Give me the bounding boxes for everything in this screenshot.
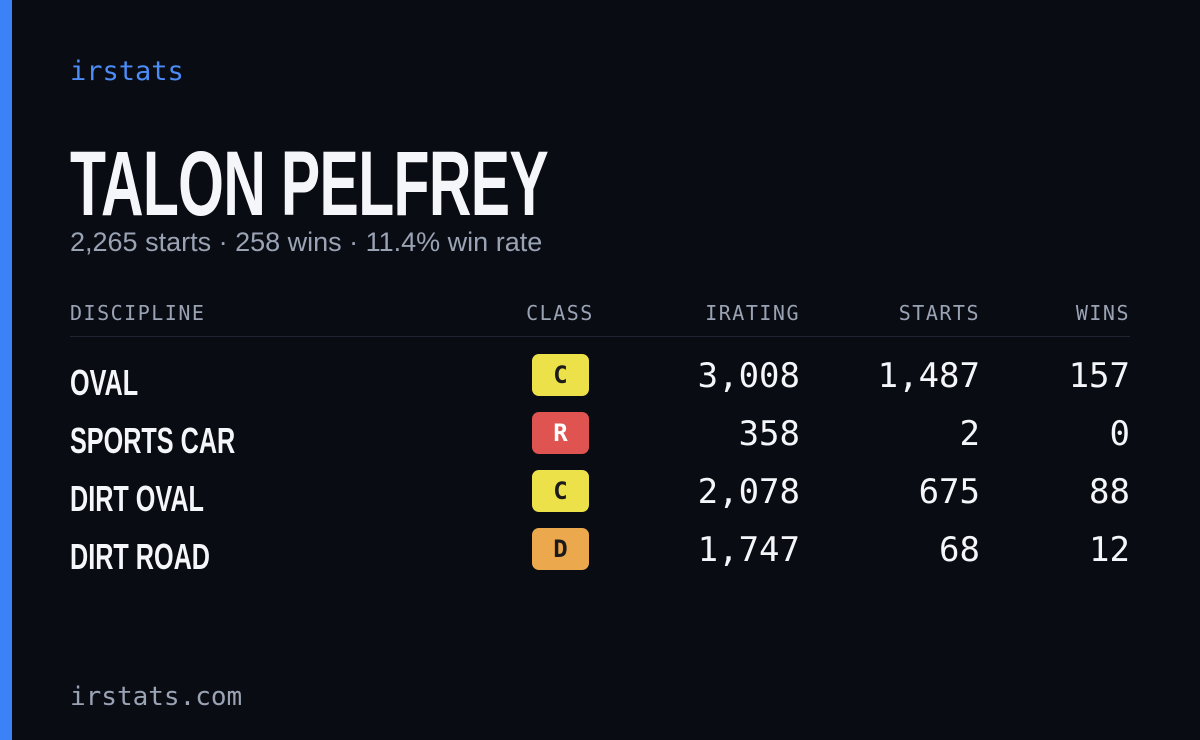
irating: 1,747 [697, 530, 800, 570]
accent-bar [0, 0, 12, 740]
discipline: DIRT ROAD [70, 536, 210, 577]
starts: 68 [939, 530, 980, 570]
irating: 2,078 [697, 472, 800, 512]
column-header: STARTS [898, 301, 980, 325]
discipline: OVAL [70, 362, 139, 403]
class-badge: D [532, 528, 589, 570]
column-header: IRATING [705, 301, 800, 325]
irating: 3,008 [697, 356, 800, 396]
wins: 157 [1068, 356, 1130, 396]
brand: irstats [70, 56, 184, 87]
column-header: CLASS [526, 301, 594, 325]
driver-summary: 2,265 starts · 258 wins · 11.4% win rate [70, 227, 543, 257]
starts: 1,487 [877, 356, 980, 396]
class-badge: C [532, 354, 589, 396]
class-badge: C [532, 470, 589, 512]
header-rule [70, 336, 1130, 337]
column-header: WINS [1075, 301, 1130, 325]
column-header: DISCIPLINE [70, 301, 206, 325]
wins: 0 [1109, 414, 1130, 454]
starts: 675 [918, 472, 980, 512]
wins: 88 [1089, 472, 1130, 512]
discipline: DIRT OVAL [70, 478, 204, 519]
wins: 12 [1089, 530, 1130, 570]
class-badge: R [532, 412, 589, 454]
irating: 358 [738, 414, 800, 454]
footer: irstats.com [70, 682, 243, 712]
starts: 2 [959, 414, 980, 454]
discipline: SPORTS CAR [70, 420, 236, 461]
driver-name: TALON PELFREY [70, 133, 549, 235]
